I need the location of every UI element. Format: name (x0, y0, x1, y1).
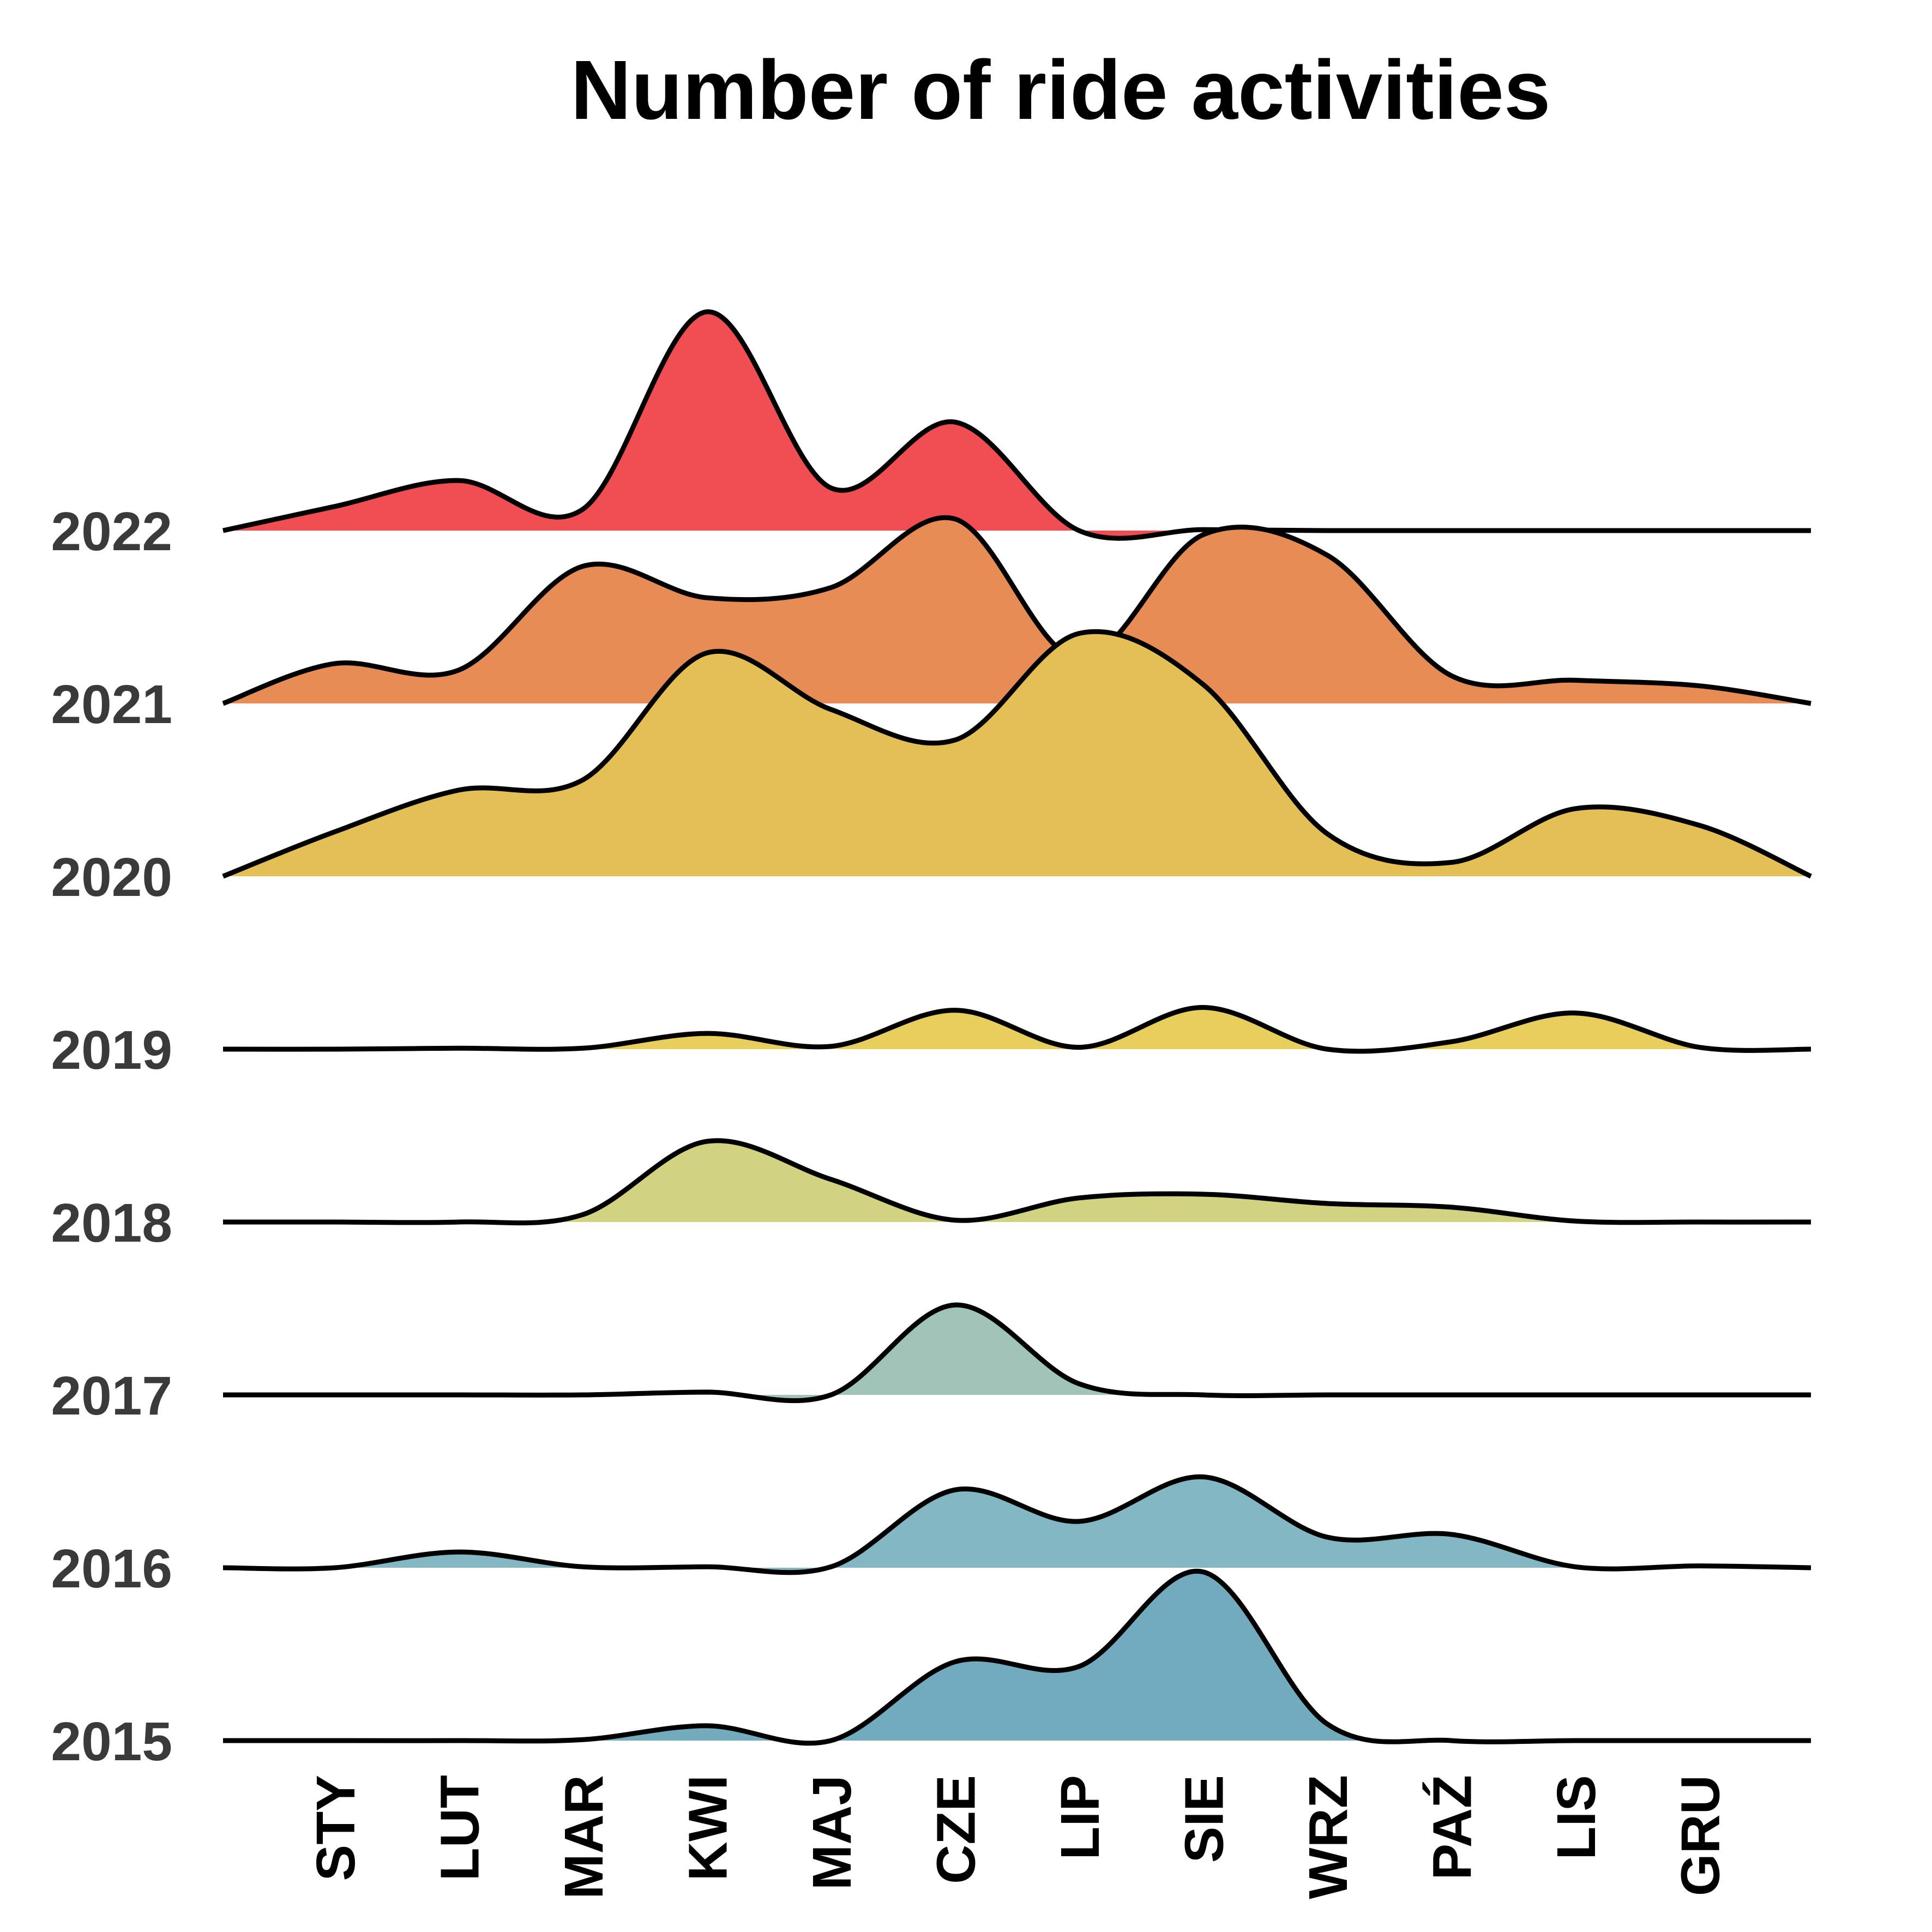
ridge-line-2022 (222, 309, 1811, 541)
ridge-area-2018 (223, 1140, 1811, 1223)
year-label-2015: 2015 (51, 1711, 172, 1772)
month-label-5: MAJ (802, 1775, 863, 1890)
ridge-line-2021 (222, 515, 1811, 706)
ridges (222, 309, 1812, 1746)
month-label-10: PAŹ (1422, 1775, 1483, 1880)
ridge-2015 (222, 1568, 1811, 1746)
ridge-area-2021 (223, 517, 1811, 703)
ridge-line-2020 (222, 629, 1812, 879)
ridge-2017 (223, 1302, 1811, 1404)
ridge-area-2017 (223, 1305, 1811, 1401)
month-label-11: LIS (1546, 1775, 1607, 1860)
month-label-4: KWI (677, 1775, 738, 1881)
year-label-2022: 2022 (51, 501, 172, 562)
ridge-line-2019 (222, 1004, 1811, 1054)
ridge-2020 (222, 629, 1812, 879)
month-labels: STY LUT MAR KWI MAJ CZE LIP SIE WRZ PAŹ LIS GRU (305, 1775, 1731, 1899)
month-label-7: LIP (1050, 1775, 1111, 1860)
year-label-2018: 2018 (51, 1193, 172, 1254)
ridge-2021 (222, 515, 1811, 706)
ridge-area-2016 (223, 1477, 1811, 1573)
year-label-2021: 2021 (51, 674, 172, 735)
ridge-line-2017 (223, 1302, 1811, 1404)
year-label-2017: 2017 (51, 1365, 172, 1427)
month-label-1: STY (305, 1775, 366, 1881)
chart-title: Number of ride activities (570, 43, 1550, 137)
ridge-2022 (222, 309, 1811, 541)
ridge-2019 (222, 1004, 1811, 1054)
ridge-line-2016 (222, 1474, 1811, 1575)
ridge-area-2020 (223, 631, 1811, 876)
month-label-6: CZE (925, 1775, 986, 1884)
month-label-2: LUT (429, 1775, 490, 1881)
month-label-9: WRZ (1298, 1775, 1359, 1899)
ridge-line-2015 (222, 1568, 1811, 1746)
year-label-2016: 2016 (51, 1538, 172, 1599)
ridge-2016 (222, 1474, 1811, 1575)
year-label-2019: 2019 (51, 1020, 172, 1081)
month-label-12: GRU (1670, 1775, 1731, 1896)
year-label-2020: 2020 (51, 847, 172, 908)
ridge-2018 (223, 1138, 1811, 1226)
month-label-8: SIE (1173, 1775, 1235, 1863)
month-label-3: MAR (553, 1775, 615, 1899)
ridge-area-2022 (223, 311, 1811, 539)
ridge-line-2018 (223, 1138, 1811, 1226)
year-labels: 2022 2021 2020 2019 2018 2017 2016 2015 (51, 501, 172, 1772)
ridge-area-2015 (223, 1571, 1811, 1743)
